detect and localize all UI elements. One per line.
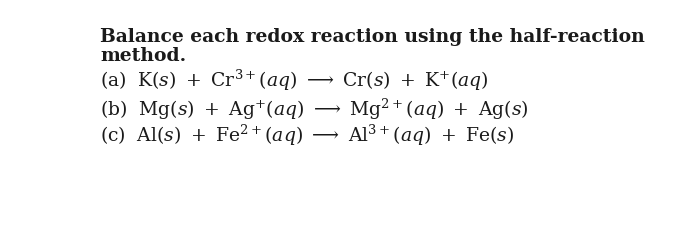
Text: $\rm{(b)\ \ Mg(}$$\it{s}$$\rm{)\ +\ Ag^{+}(}$$\it{aq}$$\rm{)\ \longrightarrow\ M: $\rm{(b)\ \ Mg(}$$\it{s}$$\rm{)\ +\ Ag^{… [100,96,528,122]
Text: method.: method. [100,47,186,65]
Text: $\rm{(c)\ \ Al(}$$\it{s}$$\rm{)\ +\ Fe^{2+}(}$$\it{aq}$$\rm{)\ \longrightarrow\ : $\rm{(c)\ \ Al(}$$\it{s}$$\rm{)\ +\ Fe^{… [100,123,514,148]
Text: $\rm{(a)\ \ K(}$$\it{s}$$\rm{)\ +\ Cr^{3+}(}$$\it{aq}$$\rm{)\ \longrightarrow\ C: $\rm{(a)\ \ K(}$$\it{s}$$\rm{)\ +\ Cr^{3… [100,68,488,93]
Text: Balance each redox reaction using the half-reaction: Balance each redox reaction using the ha… [100,28,645,46]
